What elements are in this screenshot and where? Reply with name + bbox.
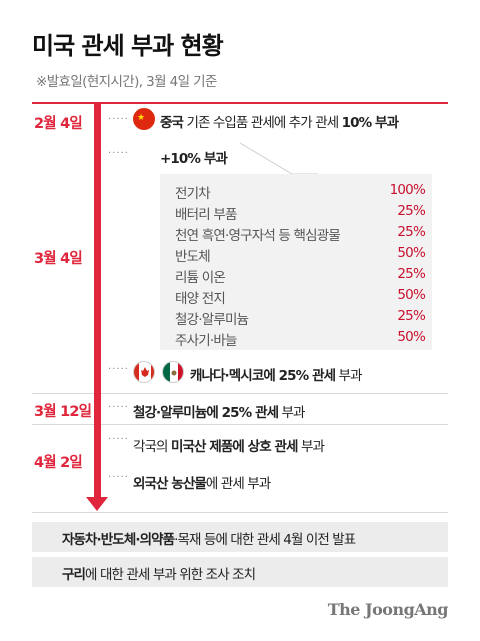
tariff-row: 전기차 100%: [175, 182, 426, 202]
mexico-flag-icon: [162, 361, 184, 383]
divider-mar12: [32, 393, 448, 394]
china-flag-icon: ★: [133, 108, 155, 130]
tariff-row: 태양 전지 50%: [175, 287, 426, 307]
subtitle-note: ※발효일(현지시간), 3월 4일 기준: [36, 74, 217, 90]
date-mar4: 3월 4일: [34, 251, 83, 267]
top-divider: [32, 102, 448, 104]
tariff-row: 배터리 부품 25%: [175, 203, 426, 223]
tariff-item-box: [160, 174, 432, 350]
item-group-header: +10% 부과: [160, 151, 228, 167]
date-feb4: 2월 4일: [34, 116, 83, 132]
timeline-arrow-icon: [86, 497, 108, 511]
divider-apr2: [32, 424, 448, 425]
event-canada-mexico: 캐나다·멕시코에 25% 관세 부과: [190, 368, 362, 384]
timeline-bar: [94, 104, 101, 499]
tariff-row: 리튬 이온 25%: [175, 266, 426, 286]
connector-dots: ·····: [108, 364, 129, 375]
footer-note-1: 자동차·반도체·의약품·목재 등에 대한 관세 4월 이전 발표: [32, 522, 448, 552]
connector-dots: ·····: [108, 114, 129, 125]
svg-text:★: ★: [137, 113, 145, 123]
tariff-row: 천연 흑연·영구자석 등 핵심광물 25%: [175, 224, 426, 244]
bottom-divider: [32, 512, 448, 513]
footer-note-2: 구리에 대한 관세 부과 위한 조사 조치: [32, 557, 448, 587]
canada-flag-icon: [133, 361, 155, 383]
event-steel: 철강·알루미늄에 25% 관세 부과: [133, 405, 305, 421]
event-reciprocal: 각국의 미국산 제품에 상호 관세 부과: [133, 439, 325, 455]
connector-dots: ·····: [108, 402, 129, 413]
connector-dots: ·····: [108, 434, 129, 445]
connector-dots: ·····: [108, 472, 129, 483]
publisher-logo: The JoongAng: [327, 600, 449, 619]
date-apr2: 4월 2일: [34, 455, 83, 471]
connector-dots: ·····: [108, 148, 129, 159]
tariff-row: 철강·알루미늄 25%: [175, 308, 426, 328]
event-agri: 외국산 농산물에 관세 부과: [133, 476, 271, 492]
date-mar12: 3월 12일: [34, 404, 92, 420]
event-china: 중국 기존 수입품 관세에 추가 관세 10% 부과: [160, 115, 399, 131]
page-title: 미국 관세 부과 현황: [32, 32, 224, 60]
tariff-row: 주사기·바늘 50%: [175, 329, 426, 349]
tariff-row: 반도체 50%: [175, 245, 426, 265]
